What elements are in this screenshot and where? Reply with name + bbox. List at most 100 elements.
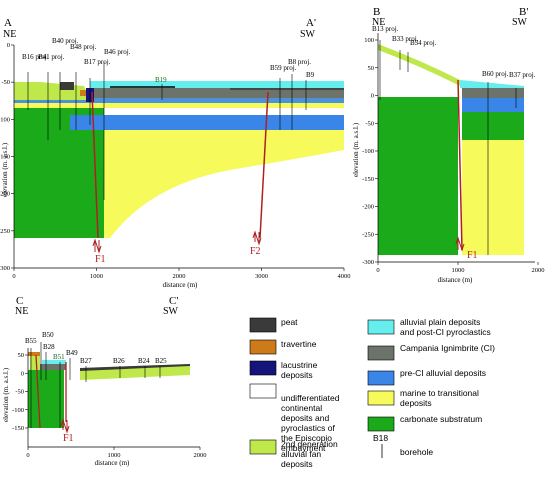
- legend-swatch: [249, 339, 277, 355]
- section-c: C NE C' SW B55 B50 B28 B51 B49 B27 B26 B…: [2, 295, 207, 467]
- borehole-label-b33: B33 proj.: [392, 35, 419, 43]
- y-tick-label: -300: [362, 259, 374, 266]
- legend-swatch: [367, 370, 395, 386]
- section-a-start-dir: NE: [3, 29, 16, 40]
- section-b-start-dir: NE: [372, 17, 385, 28]
- borehole-label-b25: B25: [155, 357, 167, 365]
- y-tick-label: 0: [371, 93, 374, 100]
- y-tick-label: -150: [0, 154, 10, 161]
- fault-label-f1-a: F1: [95, 254, 106, 265]
- borehole-label-b17: B17 proj.: [84, 58, 111, 66]
- ylabel-a: elevation (m. a.s.l.): [1, 142, 9, 197]
- xlabel-c: distance (m): [95, 459, 130, 467]
- legend-item: Campania Ignimbrite (CI): [367, 343, 495, 361]
- alluvial-fan-a: [14, 82, 90, 100]
- section-a: A NE A' SW B16 p: [0, 17, 351, 289]
- borehole-label-b40: B40 proj.: [52, 37, 79, 45]
- marine-deposits-b: [462, 140, 524, 255]
- borehole-label-b50: B50: [42, 331, 54, 339]
- section-a-end-letter: A': [306, 17, 316, 29]
- borehole-label-b48: B48 proj.: [70, 43, 97, 51]
- x-tick-label: 4000: [338, 273, 351, 280]
- section-b: B NE B' SW B13 proj. B33 proj. B34 proj.…: [352, 6, 545, 284]
- section-c-end-letter: C': [169, 295, 178, 307]
- legend-label: undifferentiated continental deposits and p…: [281, 393, 340, 453]
- alluvial-plain-a: [90, 81, 344, 88]
- y-tick-label: -100: [362, 148, 374, 155]
- y-tick-label: 50: [368, 65, 375, 72]
- borehole-label-b59: B59 proj.: [270, 64, 297, 72]
- travertine-a: [80, 90, 86, 96]
- legend-swatch: [249, 439, 277, 455]
- legend-item: 2nd generation alluvial fan deposits: [249, 439, 338, 469]
- legend-item: travertine: [249, 339, 317, 355]
- x-tick-label: 3000: [255, 273, 268, 280]
- xlabel-b: distance (m): [438, 276, 473, 284]
- legend: peat travertine lacustrine deposits undiffer…: [249, 317, 495, 469]
- alluvial-fan-b: [378, 44, 460, 86]
- section-a-end-dir: SW: [300, 29, 316, 40]
- borehole-label-b9: B9: [306, 71, 315, 79]
- pre-ci-alluvial-a: [70, 115, 344, 130]
- undifferentiated-b: [378, 50, 460, 97]
- legend-label: lacustrine deposits: [281, 360, 318, 380]
- section-c-end-dir: SW: [163, 306, 179, 317]
- campania-ignimbrite-b: [462, 88, 524, 98]
- legend-label: Campania Ignimbrite (CI): [400, 343, 495, 353]
- y-tick-label: -100: [12, 407, 24, 414]
- y-tick-label: 0: [21, 370, 24, 377]
- fault-label-f1-c: F1: [63, 433, 74, 444]
- section-b-end-dir: SW: [512, 17, 528, 28]
- legend-borehole-sample: B18: [373, 433, 388, 443]
- legend-swatch: [367, 416, 395, 432]
- borehole-label-b37: B37 proj.: [509, 71, 536, 79]
- borehole-label-b19: B19: [155, 76, 167, 84]
- campania-ignimbrite-a: [90, 88, 344, 98]
- borehole-label-b41: B41 proj.: [38, 53, 65, 61]
- legend-label: pre-CI alluvial deposits: [400, 368, 486, 378]
- y-tick-label: -250: [0, 228, 10, 235]
- legend-label: peat: [281, 317, 298, 327]
- y-tick-label: -200: [0, 191, 10, 198]
- legend-borehole-label: borehole: [400, 447, 433, 457]
- x-tick-label: 0: [376, 267, 379, 274]
- y-tick-label: 0: [7, 42, 10, 49]
- x-tick-label: 1000: [108, 452, 121, 459]
- legend-item: undifferentiated continental deposits and p…: [249, 383, 340, 453]
- borehole-label-b34: B34 proj.: [410, 39, 437, 47]
- y-tick-label: 50: [18, 352, 25, 359]
- y-tick-label: -200: [362, 204, 374, 211]
- legend-swatch: [367, 390, 395, 406]
- borehole-label-b27: B27: [80, 357, 92, 365]
- legend-item: marine to transitional deposits: [367, 388, 479, 408]
- peat-a: [60, 82, 74, 90]
- borehole-label-b28: B28: [43, 343, 55, 351]
- fault-label-f1-b: F1: [467, 250, 478, 261]
- alluvial-plain-b: [460, 80, 524, 88]
- marine-deposits-a: [104, 130, 344, 238]
- legend-label: marine to transitional deposits: [400, 388, 479, 408]
- legend-item: carbonate substratum: [367, 414, 482, 432]
- legend-borehole: B18 borehole: [373, 433, 433, 458]
- peat-c: [80, 364, 190, 371]
- travertine-c: [28, 352, 40, 356]
- legend-item: lacustrine deposits: [249, 360, 318, 380]
- y-tick-label: 100: [364, 37, 374, 44]
- section-c-start-letter: C: [16, 295, 23, 307]
- legend-item: pre-CI alluvial deposits: [367, 368, 486, 386]
- borehole-label-b55: B55: [25, 337, 37, 345]
- y-tick-label: -100: [0, 116, 10, 123]
- borehole-label-b26: B26: [113, 357, 125, 365]
- x-tick-label: 0: [12, 273, 15, 280]
- borehole-label-b60: B60 proj.: [482, 70, 509, 78]
- legend-label: alluvial plain deposits and post-CI pyroc…: [400, 317, 491, 337]
- legend-label: travertine: [281, 339, 317, 349]
- x-tick-label: 2000: [173, 273, 186, 280]
- y-tick-label: -150: [12, 425, 24, 432]
- y-tick-label: -50: [15, 389, 24, 396]
- borehole-label-b51: B51: [53, 353, 65, 361]
- borehole-label-b46: B46 proj.: [104, 48, 131, 56]
- section-b-end-letter: B': [519, 6, 528, 18]
- ylabel-c: elevation (m. a.s.l.): [2, 367, 10, 422]
